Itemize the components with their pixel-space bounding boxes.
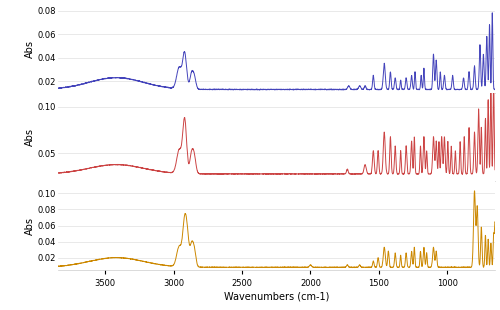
- Y-axis label: Abs: Abs: [25, 40, 35, 58]
- Y-axis label: Abs: Abs: [25, 216, 35, 235]
- X-axis label: Wavenumbers (cm-1): Wavenumbers (cm-1): [224, 292, 329, 302]
- Y-axis label: Abs: Abs: [25, 128, 35, 146]
